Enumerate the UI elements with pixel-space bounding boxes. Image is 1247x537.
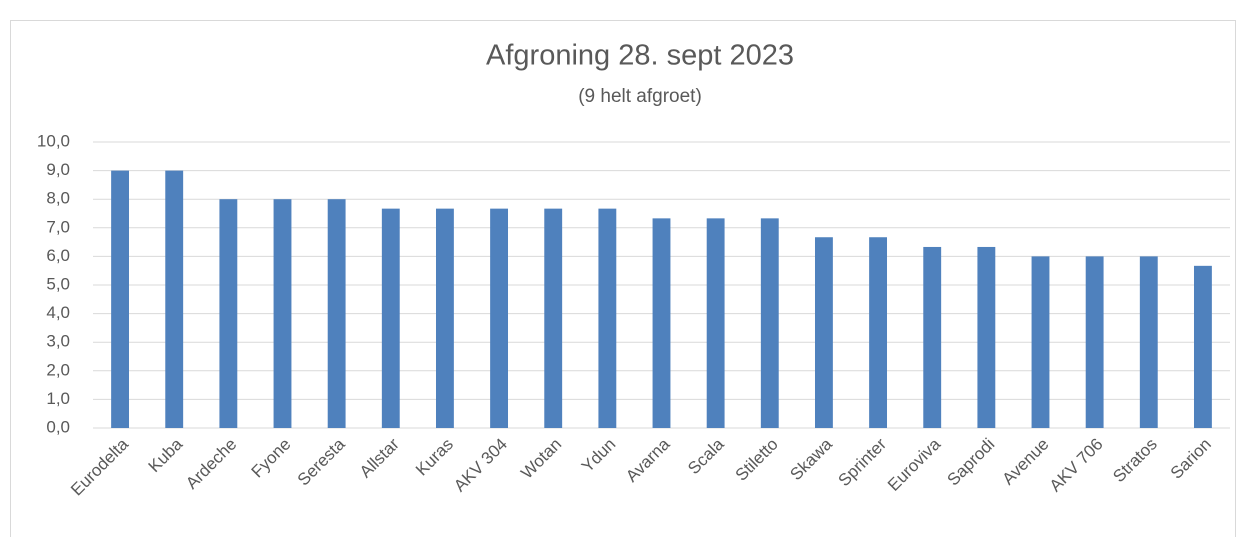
bar <box>381 208 400 428</box>
y-tick-label: 1,0 <box>46 389 70 408</box>
bar <box>219 199 238 428</box>
y-tick-label: 10,0 <box>37 131 70 150</box>
bar <box>652 218 671 428</box>
bar <box>1031 256 1050 428</box>
bar <box>327 199 346 428</box>
bar <box>923 246 942 428</box>
chart-frame <box>10 20 1236 537</box>
bar <box>273 199 292 428</box>
chart-subtitle: (9 helt afgroet) <box>578 86 702 107</box>
bar <box>544 208 563 428</box>
y-tick-label: 2,0 <box>46 360 70 379</box>
y-tick-label: 3,0 <box>46 332 70 351</box>
bar <box>760 218 779 428</box>
y-tick-label: 5,0 <box>46 274 70 293</box>
bar <box>165 170 184 428</box>
bar <box>598 208 617 428</box>
bar <box>1193 265 1212 428</box>
bar <box>1139 256 1158 428</box>
bar <box>869 237 888 428</box>
y-tick-label: 6,0 <box>46 246 70 265</box>
bar <box>706 218 725 428</box>
chart-title: Afgroning 28. sept 2023 <box>486 40 794 72</box>
y-tick-label: 4,0 <box>46 303 70 322</box>
bar <box>435 208 454 428</box>
bar <box>490 208 509 428</box>
y-tick-label: 0,0 <box>46 417 70 436</box>
bar <box>977 246 996 428</box>
bar <box>111 170 130 428</box>
bar <box>814 237 833 428</box>
y-tick-label: 9,0 <box>46 160 70 179</box>
y-tick-label: 8,0 <box>46 189 70 208</box>
y-tick-label: 7,0 <box>46 217 70 236</box>
bar <box>1085 256 1104 428</box>
